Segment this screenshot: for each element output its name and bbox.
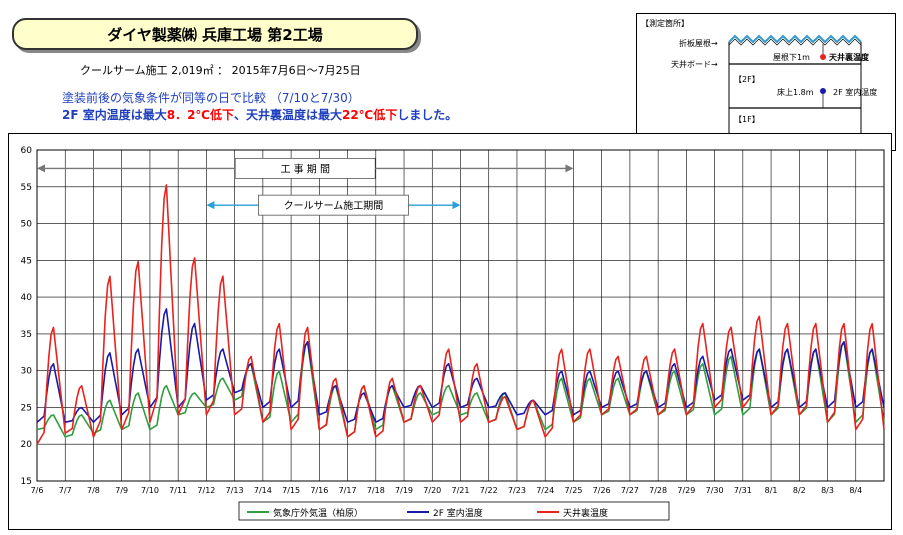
period-arrowhead-right bbox=[452, 201, 461, 210]
y-tick-label: 40 bbox=[21, 293, 33, 303]
x-tick-label: 7/14 bbox=[254, 486, 272, 495]
roof-sensor-dot bbox=[820, 54, 826, 60]
x-tick-label: 7/8 bbox=[87, 486, 100, 495]
x-tick-label: 7/21 bbox=[452, 486, 470, 495]
period-label-box bbox=[258, 194, 409, 216]
x-tick-label: 7/28 bbox=[649, 486, 667, 495]
result-note: 2F 室内温度は最大8．2℃低下、天井裏温度は最大22℃低下しました。 bbox=[62, 106, 457, 123]
x-tick-label: 7/29 bbox=[677, 486, 695, 495]
x-tick-label: 7/10 bbox=[141, 486, 159, 495]
y-tick-label: 30 bbox=[21, 367, 33, 377]
y-tick-label: 35 bbox=[21, 330, 32, 340]
inset-heading: 【測定箇所】 bbox=[641, 19, 689, 28]
floor2-label: 【2F】 bbox=[734, 75, 760, 84]
x-tick-label: 8/2 bbox=[793, 486, 806, 495]
x-tick-label: 7/7 bbox=[59, 486, 72, 495]
y-tick-label: 25 bbox=[21, 403, 32, 413]
x-tick-label: 7/27 bbox=[621, 486, 639, 495]
y-tick-label: 60 bbox=[21, 146, 33, 156]
y-tick-label: 45 bbox=[21, 256, 32, 266]
x-tick-label: 7/30 bbox=[706, 486, 724, 495]
x-tick-label: 7/17 bbox=[339, 486, 357, 495]
result-note-part: 2F 室内温度は最大 bbox=[62, 108, 167, 122]
y-tick-label: 20 bbox=[21, 440, 33, 450]
legend-label: 2F 室内温度 bbox=[433, 507, 483, 519]
result-note-part: 、天井裏温度は最大 bbox=[233, 108, 342, 122]
x-tick-label: 8/4 bbox=[849, 486, 862, 495]
x-tick-label: 7/23 bbox=[508, 486, 526, 495]
period-label-box bbox=[234, 157, 376, 179]
x-tick-label: 7/15 bbox=[282, 486, 300, 495]
legend-label: 気象庁外気温（柏原） bbox=[273, 507, 363, 519]
roof-sheet-edge bbox=[728, 38, 862, 46]
comparison-note: 塗装前後の気象条件が同等の日で比較 （7/10と7/30） bbox=[62, 91, 360, 105]
roof-point-label: 屋根下1m bbox=[773, 53, 810, 62]
floor-point-name: 2F 室内温度 bbox=[833, 88, 878, 97]
x-tick-label: 7/24 bbox=[536, 486, 554, 495]
x-tick-label: 7/18 bbox=[367, 486, 385, 495]
x-tick-label: 7/20 bbox=[423, 486, 441, 495]
board-label: 天井ボード→ bbox=[671, 60, 718, 69]
x-tick-label: 7/6 bbox=[31, 486, 44, 495]
roof-point-name: 天井裏温度 bbox=[829, 53, 869, 62]
x-tick-label: 7/31 bbox=[734, 486, 752, 495]
chart-subtitle: クールサーム施工 2,019㎡ ： 2015年7月6日～7月25日 bbox=[80, 64, 361, 77]
y-tick-label: 15 bbox=[21, 477, 32, 487]
measurement-diagram: 【測定箇所】 折板屋根→ 天井ボード→ 屋根下1m 天井裏温度 【2F】 床上1… bbox=[636, 13, 896, 151]
x-tick-label: 7/12 bbox=[197, 486, 215, 495]
period-label: 工 事 期 間 bbox=[280, 162, 330, 175]
x-tick-label: 7/25 bbox=[564, 486, 582, 495]
result-note-part: しました。 bbox=[397, 108, 458, 122]
period-arrowhead-left bbox=[37, 164, 45, 173]
legend-label: 天井裏温度 bbox=[563, 507, 608, 519]
x-tick-label: 7/19 bbox=[395, 486, 413, 495]
legend-box bbox=[238, 501, 670, 521]
x-tick-label: 7/16 bbox=[310, 486, 328, 495]
series-line-ceiling bbox=[36, 184, 885, 445]
page-title: ダイヤ製薬㈱ 兵庫工場 第2工場 bbox=[12, 18, 418, 50]
x-tick-label: 7/9 bbox=[115, 486, 128, 495]
x-tick-label: 7/22 bbox=[480, 486, 498, 495]
y-tick-label: 55 bbox=[21, 183, 32, 193]
period-arrowhead-right bbox=[565, 164, 574, 173]
period-arrowhead-left bbox=[206, 201, 215, 210]
x-tick-label: 7/13 bbox=[226, 486, 244, 495]
temperature-chart: 15 20 25 30 35 40 45 50 55 60 7/6 7/7 7/8 7/9 7/10 7/11… bbox=[21, 146, 885, 521]
x-tick-label: 8/1 bbox=[765, 486, 778, 495]
x-tick-label: 7/26 bbox=[593, 486, 611, 495]
roof-sheet bbox=[728, 34, 862, 44]
result-note-highlight: 8．2℃低下 bbox=[166, 108, 234, 122]
y-tick-label: 50 bbox=[21, 220, 33, 230]
result-note-highlight: 22℃低下 bbox=[341, 108, 398, 122]
chart-area: 15 20 25 30 35 40 45 50 55 60 7/6 7/7 7/8 7/9 7/10 7/11… bbox=[8, 133, 892, 530]
floor-point-label: 床上1.8m bbox=[777, 88, 814, 97]
x-tick-label: 8/3 bbox=[821, 486, 834, 495]
x-tick-label: 7/11 bbox=[169, 486, 187, 495]
building-sketch bbox=[728, 34, 862, 144]
indoor-sensor-dot bbox=[820, 88, 826, 94]
roof-label: 折板屋根→ bbox=[679, 39, 718, 48]
period-label: クールサーム施工期間 bbox=[284, 199, 384, 212]
floor1-label: 【1F】 bbox=[734, 115, 760, 124]
